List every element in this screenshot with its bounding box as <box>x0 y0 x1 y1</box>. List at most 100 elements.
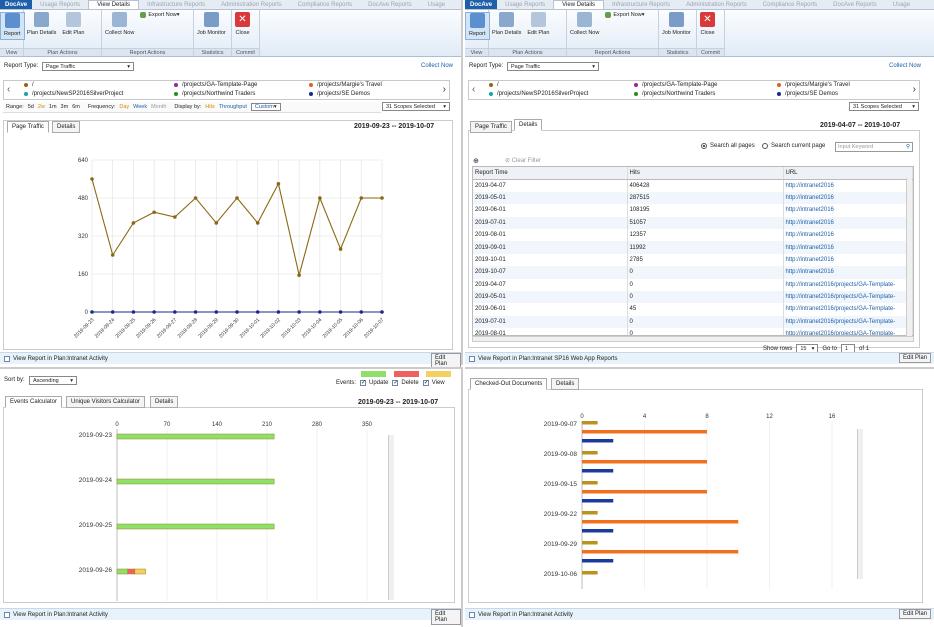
export-now-button[interactable]: Export Now ▾ <box>137 12 182 18</box>
chart-scrollbar[interactable] <box>857 429 863 579</box>
column-url[interactable]: URL <box>783 167 913 180</box>
table-row[interactable]: 2019-06-01 45 http://intranet2016/projects… <box>473 303 913 316</box>
tab-details[interactable]: Details <box>52 121 81 133</box>
tab-compliance[interactable]: Compliance Reports <box>297 1 353 8</box>
search-input[interactable]: Input Keyword ⚲ <box>835 142 913 152</box>
tab-events-calculator[interactable]: Events Calculator <box>5 396 63 408</box>
edit-plan-button[interactable]: Edit Plan <box>59 12 87 36</box>
cell-url[interactable]: http://intranet2016 <box>783 216 913 229</box>
range-1m[interactable]: 1m <box>48 104 57 110</box>
plan-details-button[interactable]: Plan Details <box>24 12 59 36</box>
horizontal-scrollbar[interactable] <box>472 336 914 342</box>
chevron-right-icon[interactable]: › <box>912 84 916 95</box>
tab-view-details[interactable]: View Details <box>553 0 605 9</box>
table-row[interactable]: 2019-05-01 0 http://intranet2016/projects/… <box>473 290 913 304</box>
tab-page-traffic[interactable]: Page Traffic <box>470 121 512 133</box>
view-report-checkbox[interactable] <box>4 611 10 618</box>
edit-plan-button[interactable]: Edit Plan <box>524 12 552 36</box>
plan-details-button[interactable]: Plan Details <box>489 12 524 36</box>
report-button[interactable]: Report <box>465 12 490 40</box>
cell-url[interactable]: http://intranet2016 <box>783 241 913 254</box>
view-report-checkbox[interactable] <box>4 355 10 362</box>
cell-url[interactable]: http://intranet2016 <box>783 204 913 217</box>
frequency-month[interactable]: Month <box>151 104 167 110</box>
view-checkbox[interactable]: ✓ <box>422 380 429 386</box>
report-type-select[interactable]: Page Traffic ▾ <box>42 62 134 71</box>
tab-details[interactable]: Details <box>150 396 179 408</box>
table-row[interactable]: 2019-09-01 11992 http://intranet2016 <box>473 241 913 254</box>
table-row[interactable]: 2019-04-07 406428 http://intranet2016 <box>473 179 913 192</box>
table-row[interactable]: 2019-08-01 12357 http://intranet2016 <box>473 228 913 242</box>
tab-docave-reports[interactable]: DocAve Reports <box>368 1 412 8</box>
view-report-checkbox[interactable] <box>469 355 475 362</box>
tab-page-traffic[interactable]: Page Traffic <box>7 121 49 133</box>
add-icon[interactable]: ⊕ <box>473 158 479 165</box>
chevron-left-icon[interactable]: ‹ <box>7 84 11 95</box>
search-icon[interactable]: ⚲ <box>905 144 910 150</box>
tab-usage-reports[interactable]: Usage Reports <box>505 1 546 8</box>
tab-checked-out-documents[interactable]: Checked-Out Documents <box>470 378 548 390</box>
tab-details[interactable]: Details <box>514 119 543 131</box>
tab-unique-visitors[interactable]: Unique Visitors Calculator <box>66 396 145 408</box>
range-2w[interactable]: 2w <box>37 104 45 110</box>
frequency-week[interactable]: Week <box>133 104 148 110</box>
tab-details[interactable]: Details <box>551 378 580 390</box>
close-button[interactable]: ✕ Close <box>235 12 250 36</box>
sort-select[interactable]: Ascending ▾ <box>29 376 77 385</box>
frequency-day[interactable]: Day <box>119 104 130 110</box>
column-report-time[interactable]: Report Time <box>473 167 628 180</box>
table-row[interactable]: 2019-04-07 0 http://intranet2016/projects/… <box>473 278 913 291</box>
collect-now-link[interactable]: Collect Now <box>889 63 922 69</box>
table-row[interactable]: 2019-07-01 0 http://intranet2016/projects/… <box>473 315 913 329</box>
delete-checkbox[interactable]: ✓ <box>392 380 399 386</box>
update-checkbox[interactable]: ✓ <box>360 380 367 386</box>
edit-plan-button[interactable]: Edit Plan <box>899 609 932 619</box>
range-3m[interactable]: 3m <box>60 104 69 110</box>
close-button[interactable]: ✕ Close <box>700 12 715 36</box>
tab-infrastructure[interactable]: Infrastructure Reports <box>147 1 206 8</box>
edit-plan-button[interactable]: Edit Plan <box>899 353 932 363</box>
report-button[interactable]: Report <box>0 12 25 40</box>
clear-filter-button[interactable]: ⊘ Clear Filter <box>505 158 542 164</box>
cell-url[interactable]: http://intranet2016/projects/GA-Template… <box>783 303 913 316</box>
chart-scrollbar[interactable] <box>388 435 394 600</box>
search-current-radio[interactable]: Search current page <box>762 143 825 149</box>
export-now-button[interactable]: Export Now ▾ <box>602 12 647 18</box>
cell-url[interactable]: http://intranet2016 <box>783 266 913 279</box>
edit-plan-button[interactable]: Edit Plan <box>431 353 461 369</box>
table-row[interactable]: 2019-10-01 2785 http://intranet2016 <box>473 253 913 267</box>
cell-url[interactable]: http://intranet2016 <box>783 191 913 205</box>
cell-url[interactable]: http://intranet2016 <box>783 253 913 267</box>
cell-url[interactable]: http://intranet2016/projects/GA-Template… <box>783 290 913 304</box>
scopes-selected-dropdown[interactable]: 31 Scopes Selected ▾ <box>382 102 450 111</box>
tab-administration[interactable]: Administration Reports <box>221 1 282 8</box>
custom-select[interactable]: Custom ▾ <box>250 103 281 111</box>
table-row[interactable]: 2019-08-01 0 http://intranet2016/projects/… <box>473 328 913 335</box>
display-hits[interactable]: Hits <box>205 104 215 110</box>
report-type-select[interactable]: Page Traffic ▾ <box>507 62 599 71</box>
range-5d[interactable]: 5d <box>27 104 34 110</box>
chevron-right-icon[interactable]: › <box>442 84 446 95</box>
display-throughput[interactable]: Throughput <box>218 104 247 110</box>
table-row[interactable]: 2019-06-01 108195 http://intranet2016 <box>473 204 913 217</box>
cell-url[interactable]: http://intranet2016/projects/GA-Template… <box>783 315 913 329</box>
cell-url[interactable]: http://intranet2016 <box>783 179 913 192</box>
table-row[interactable]: 2019-07-01 51057 http://intranet2016 <box>473 216 913 229</box>
cell-url[interactable]: http://intranet2016 <box>783 228 913 242</box>
collect-now-button[interactable]: Collect Now <box>102 12 137 36</box>
edit-plan-button[interactable]: Edit Plan <box>431 609 461 625</box>
table-row[interactable]: 2019-10-07 0 http://intranet2016 <box>473 266 913 279</box>
tab-usage[interactable]: Usage <box>427 1 446 8</box>
table-row[interactable]: 2019-05-01 287515 http://intranet2016 <box>473 191 913 205</box>
column-hits[interactable]: Hits <box>627 167 784 180</box>
range-6m[interactable]: 6m <box>72 104 80 110</box>
search-all-radio[interactable]: Search all pages <box>701 143 755 149</box>
tab-docave-reports[interactable]: DocAve Reports <box>833 1 877 8</box>
view-report-checkbox[interactable] <box>469 611 475 618</box>
job-monitor-button[interactable]: Job Monitor <box>659 12 694 36</box>
scopes-selected-dropdown[interactable]: 31 Scopes Selected ▾ <box>849 102 919 111</box>
tab-view-details[interactable]: View Details <box>88 0 140 9</box>
cell-url[interactable]: http://intranet2016/projects/GA-Template… <box>783 278 913 291</box>
job-monitor-button[interactable]: Job Monitor <box>194 12 229 36</box>
tab-compliance[interactable]: Compliance Reports <box>762 1 818 8</box>
